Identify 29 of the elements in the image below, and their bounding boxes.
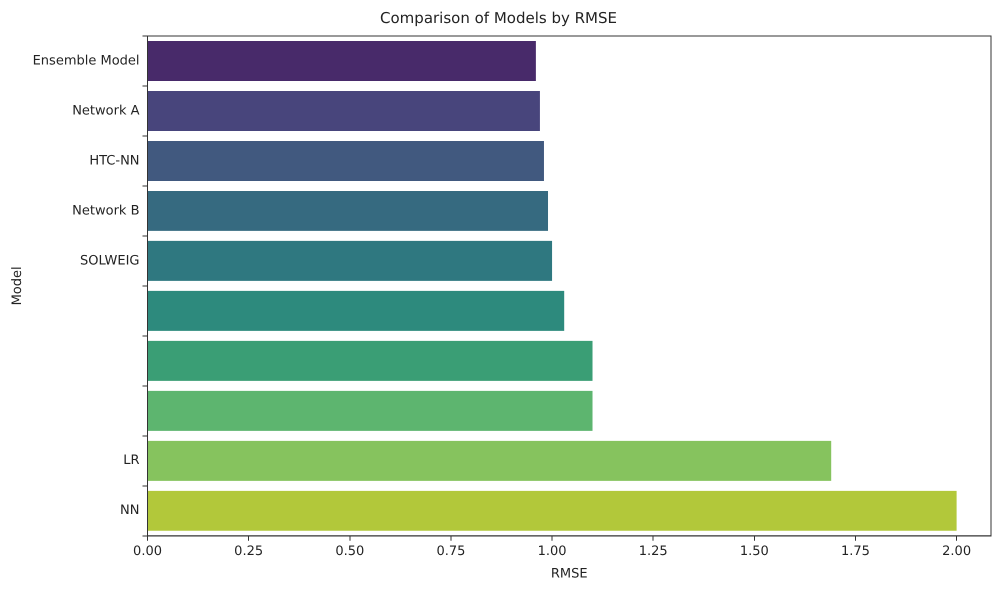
x-tick-label: 0.25 bbox=[234, 544, 264, 559]
x-tick-label: 1.00 bbox=[538, 544, 567, 559]
x-tick-label: 0.00 bbox=[133, 544, 162, 559]
y-tick-label: LR bbox=[123, 453, 140, 468]
y-tick-label: Network A bbox=[72, 103, 140, 118]
x-tick-label: 1.50 bbox=[740, 544, 769, 559]
bar bbox=[148, 340, 593, 381]
bar bbox=[148, 190, 548, 231]
bar bbox=[148, 490, 957, 531]
bar bbox=[148, 90, 540, 131]
chart-title: Comparison of Models by RMSE bbox=[380, 8, 617, 27]
bar bbox=[148, 41, 536, 81]
bar bbox=[148, 290, 564, 331]
y-tick-label: Network B bbox=[72, 203, 140, 218]
y-tick-label: Ensemble Model bbox=[32, 53, 140, 68]
x-tick-label: 1.25 bbox=[638, 544, 668, 559]
y-tick-label: NN bbox=[120, 503, 140, 518]
bar bbox=[148, 240, 552, 281]
x-tick-label: 2.00 bbox=[942, 544, 972, 559]
x-tick-label: 1.75 bbox=[841, 544, 870, 559]
x-axis-title: RMSE bbox=[550, 566, 588, 582]
x-tick-label: 0.50 bbox=[335, 544, 364, 559]
x-tick-label: 0.75 bbox=[436, 544, 466, 559]
bar bbox=[148, 390, 593, 431]
y-tick-label: SOLWEIG bbox=[80, 253, 140, 268]
bar bbox=[148, 440, 832, 481]
y-tick-label: HTC-NN bbox=[89, 153, 140, 168]
y-axis-title: Model bbox=[10, 266, 26, 306]
bar bbox=[148, 140, 544, 181]
